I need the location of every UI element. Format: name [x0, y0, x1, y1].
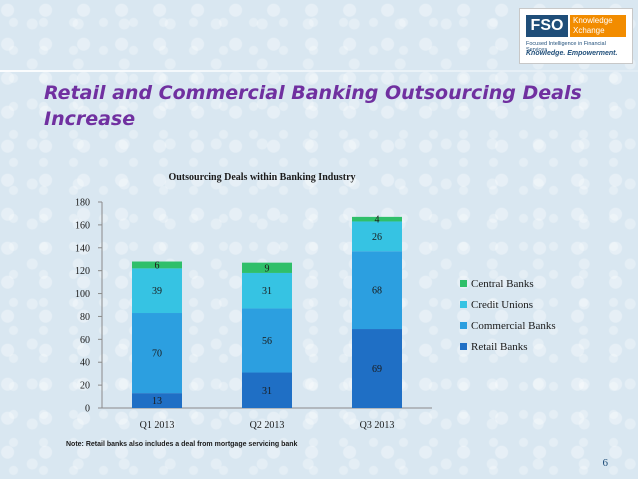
legend-swatch: [460, 301, 467, 308]
bar-segment: [352, 216, 402, 222]
y-tick-label: 80: [80, 312, 90, 323]
bar-segment: [132, 268, 182, 314]
bar-segment: [132, 393, 182, 408]
logo-fso-mark: FSO: [526, 15, 568, 37]
bar-segment: [242, 272, 292, 309]
y-tick-label: 120: [75, 266, 90, 277]
bar-segment: [242, 308, 292, 373]
legend-swatch: [460, 322, 467, 329]
bar-segment: [352, 251, 402, 330]
chart-note: Note: Retail banks also includes a deal …: [66, 441, 298, 448]
y-tick-label: 0: [85, 404, 90, 415]
slide-title: Retail and Commercial Banking Outsourcin…: [44, 82, 582, 130]
bar-segment: [242, 262, 292, 273]
y-tick-label: 20: [80, 381, 90, 392]
logo-tagline: Knowledge. Empowerment.: [526, 50, 618, 57]
company-logo: FSO Knowledge Xchange Focused Intelligen…: [519, 8, 633, 64]
header-rule: [0, 70, 638, 72]
logo-product-mark: Knowledge Xchange: [570, 15, 626, 37]
logo-product-line1: Knowledge: [573, 16, 613, 25]
y-tick-label: 160: [75, 220, 90, 231]
bar-segment: [352, 221, 402, 252]
data-label: 26: [372, 232, 382, 243]
y-tick-label: 100: [75, 289, 90, 300]
logo-product-line2: Xchange: [573, 26, 605, 35]
legend-label: Credit Unions: [471, 299, 533, 311]
logo-subtitle: Focused Intelligence in Financial Servic…: [526, 41, 606, 53]
data-label: 39: [152, 286, 162, 297]
data-label: 13: [152, 396, 162, 407]
data-label: 4: [375, 215, 380, 226]
data-label: 31: [262, 286, 272, 297]
legend-label: Retail Banks: [471, 341, 528, 353]
bar-segment: [242, 372, 292, 408]
chart-title: Outsourcing Deals within Banking Industr…: [168, 172, 355, 183]
page-number: 6: [602, 457, 609, 469]
y-tick-label: 60: [80, 335, 90, 346]
y-tick-label: 40: [80, 358, 90, 369]
bar-segment: [352, 329, 402, 408]
data-label: 9: [265, 263, 270, 274]
x-tick-label: Q1 2013: [140, 420, 175, 431]
bar-segment: [132, 261, 182, 269]
legend-label: Central Banks: [471, 278, 534, 290]
legend-swatch: [460, 280, 467, 287]
data-label: 6: [155, 260, 160, 271]
data-label: 68: [372, 286, 382, 297]
y-tick-label: 140: [75, 243, 90, 254]
data-label: 69: [372, 364, 382, 375]
bar-segment: [132, 313, 182, 394]
data-label: 56: [262, 336, 272, 347]
data-label: 31: [262, 386, 272, 397]
legend-swatch: [460, 343, 467, 350]
x-tick-label: Q2 2013: [250, 420, 285, 431]
y-tick-label: 180: [75, 198, 90, 209]
data-label: 70: [152, 349, 162, 360]
x-tick-label: Q3 2013: [360, 420, 395, 431]
legend-label: Commercial Banks: [471, 320, 556, 332]
